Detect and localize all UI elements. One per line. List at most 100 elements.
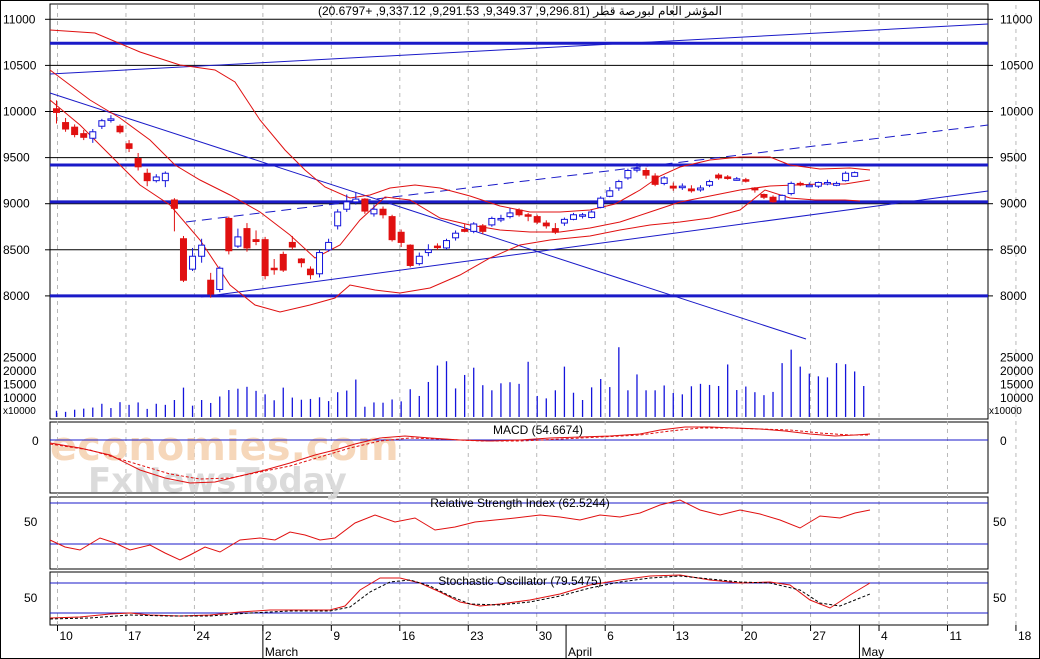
candle-body xyxy=(660,177,668,184)
price-tick-right: 8500 xyxy=(1000,243,1027,257)
candle-body xyxy=(234,236,242,247)
volume-multiplier-right: x10000 xyxy=(989,406,1022,417)
candle-body xyxy=(452,232,460,239)
candle-body xyxy=(461,229,469,232)
price-tick-right: 10000 xyxy=(1000,105,1034,119)
candle-body xyxy=(669,185,677,189)
candle-body xyxy=(579,214,587,217)
volume-tick-left: 25000 xyxy=(3,350,37,364)
candle-body xyxy=(796,182,804,186)
date-axis-labels: 1017242916233061320274111818152229613202… xyxy=(57,625,1032,659)
candle-body xyxy=(352,198,360,203)
x-tick-label: 2 xyxy=(265,629,272,643)
panel-frame xyxy=(49,421,989,494)
indicator-lines xyxy=(49,426,988,620)
candle-body xyxy=(397,231,405,243)
upper-trendline xyxy=(49,23,989,75)
candle-body xyxy=(560,218,568,224)
price-tick-right: 8000 xyxy=(1000,289,1027,303)
x-tick-label: 17 xyxy=(128,629,142,643)
candle-body xyxy=(116,125,124,133)
x-tick-label: 11 xyxy=(949,629,962,643)
candle-body xyxy=(252,239,260,243)
candle-body xyxy=(696,187,704,191)
candle-body xyxy=(379,208,387,216)
candle-body xyxy=(80,133,88,138)
bollinger-band-line xyxy=(49,99,861,313)
candle-body xyxy=(615,181,623,189)
candle-body xyxy=(152,176,160,182)
candle-body xyxy=(851,172,859,177)
panel-frame xyxy=(49,571,989,626)
candle-body xyxy=(98,120,106,127)
price-tick-left: 8500 xyxy=(3,243,30,257)
candle-body xyxy=(805,184,813,188)
candle-body xyxy=(624,170,632,179)
candle-body xyxy=(207,279,215,295)
candle-body xyxy=(406,244,414,266)
volume-tick-right: 15000 xyxy=(1000,377,1034,391)
candle-body xyxy=(842,172,850,182)
rsi-line xyxy=(49,499,871,561)
watermark: economies.com FxNewsToday xyxy=(50,424,399,501)
candle-body xyxy=(588,211,596,219)
price-axis-labels: 8000 8000 8500 8500 9000 9000 9500 9500 10000 100… xyxy=(3,12,1034,405)
candle-body xyxy=(179,238,187,281)
candle-body xyxy=(443,240,451,249)
candle-body xyxy=(524,214,532,217)
bollinger-band-line xyxy=(49,29,871,213)
macd-zero-right: 0 xyxy=(1000,434,1007,448)
candle-body xyxy=(633,168,641,171)
candle-body xyxy=(433,245,441,249)
volume-tick-right: 10000 xyxy=(1000,391,1034,405)
candle-body xyxy=(778,194,786,202)
x-tick-label: 9 xyxy=(333,629,340,643)
candle-body xyxy=(497,217,505,221)
candle-body xyxy=(325,241,333,251)
candle-body xyxy=(170,199,178,209)
candle-body xyxy=(470,223,478,232)
candle-body xyxy=(787,182,795,195)
candle-body xyxy=(506,212,514,218)
candle-body xyxy=(306,268,314,276)
candle-body xyxy=(334,211,342,227)
x-tick-label: 23 xyxy=(470,629,484,643)
candle-body xyxy=(569,214,577,220)
candle-body xyxy=(733,178,741,181)
panel-frame xyxy=(49,3,989,420)
volume-tick-right: 20000 xyxy=(1000,364,1034,378)
candle-body xyxy=(769,196,777,203)
candle-body xyxy=(53,108,60,113)
price-tick-right: 9500 xyxy=(1000,151,1027,165)
rsi-label: Relative Strength Index (62.5244) xyxy=(430,496,609,510)
candle-body xyxy=(243,228,251,249)
candle-body xyxy=(814,181,822,187)
candle-body xyxy=(678,185,686,189)
bollinger-band-line xyxy=(49,69,871,259)
chart-title: المؤشر العام لبورصة قطر (9,296.81, 9,349… xyxy=(318,4,722,18)
candle-body xyxy=(125,143,133,149)
candle-body xyxy=(370,208,378,215)
candle-body xyxy=(388,216,396,241)
x-tick-label: 13 xyxy=(676,629,690,643)
candle-body xyxy=(288,241,296,248)
volume-tick-right: 25000 xyxy=(1000,350,1034,364)
price-tick-left: 9000 xyxy=(3,197,30,211)
candle-body xyxy=(479,225,487,232)
macd-label: MACD (54.6674) xyxy=(493,423,583,437)
price-tick-right: 9000 xyxy=(1000,197,1027,211)
candle-body xyxy=(606,190,614,197)
candle-body xyxy=(424,249,432,254)
candle-body xyxy=(270,267,278,271)
candle-body xyxy=(216,267,224,290)
rsi-tick-left: 50 xyxy=(24,515,38,529)
candle-body xyxy=(316,252,324,275)
volume-bars xyxy=(55,347,865,417)
candle-body xyxy=(833,182,841,186)
candle-body xyxy=(225,217,233,252)
candle-body xyxy=(343,201,351,210)
rsi-tick-right: 50 xyxy=(993,515,1007,529)
month-label: May xyxy=(861,645,884,659)
candle-body xyxy=(415,255,423,265)
